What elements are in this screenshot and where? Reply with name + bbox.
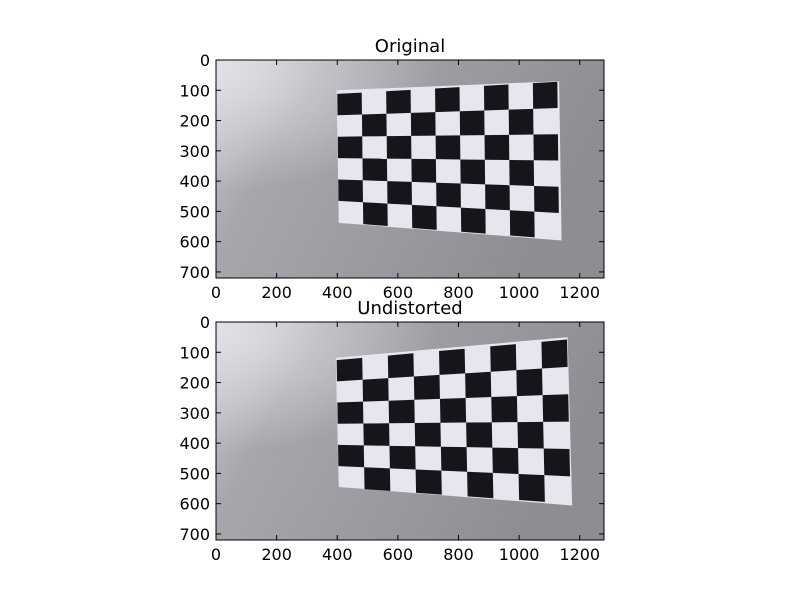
y-tick-label: 400 bbox=[179, 172, 210, 191]
checker-square bbox=[532, 81, 558, 109]
checker-square bbox=[386, 89, 411, 114]
checker-square bbox=[411, 204, 437, 230]
x-axis: 0 200 400 600 800 1000 1200 bbox=[211, 322, 600, 564]
checker-square bbox=[533, 134, 559, 161]
y-tick-label: 200 bbox=[179, 374, 210, 393]
checker-square bbox=[484, 134, 510, 160]
checker-square bbox=[439, 397, 467, 423]
checker-square bbox=[517, 421, 544, 449]
y-axis: 0 100 200 300 400 500 600 700 bbox=[179, 51, 604, 282]
y-tick-label: 700 bbox=[179, 525, 210, 544]
image-undistorted bbox=[216, 322, 604, 540]
checker-square bbox=[467, 471, 494, 499]
checker-square bbox=[388, 399, 415, 424]
y-tick-label: 300 bbox=[179, 404, 210, 423]
x-tick-label: 400 bbox=[322, 283, 353, 302]
y-tick-label: 0 bbox=[200, 313, 210, 332]
checker-square bbox=[466, 422, 493, 448]
checker-square bbox=[411, 158, 437, 183]
checker-square bbox=[435, 87, 460, 113]
x-tick-label: 1200 bbox=[559, 545, 600, 564]
checker-square bbox=[364, 467, 391, 491]
y-tick-label: 700 bbox=[179, 263, 210, 282]
axes-frame bbox=[215, 59, 605, 279]
checker-square bbox=[460, 207, 486, 234]
checker-square bbox=[386, 135, 412, 159]
x-tick-label: 400 bbox=[322, 545, 353, 564]
panel-undistorted: Undistorted 0 200 400 600 800 1000 1200 0 100 20… bbox=[179, 298, 605, 564]
y-tick-label: 0 bbox=[200, 51, 210, 70]
y-tick-label: 500 bbox=[179, 202, 210, 221]
checker-square bbox=[509, 210, 535, 238]
y-tick-label: 200 bbox=[179, 112, 210, 131]
checker-square bbox=[534, 185, 559, 214]
checker-square bbox=[410, 112, 436, 136]
y-tick-label: 600 bbox=[179, 495, 210, 514]
x-tick-label: 0 bbox=[211, 283, 221, 302]
checker-square bbox=[338, 444, 365, 468]
checker-square bbox=[491, 396, 518, 423]
y-tick-label: 300 bbox=[179, 142, 210, 161]
checker-square bbox=[483, 84, 509, 111]
checker-square bbox=[490, 344, 517, 372]
checker-square bbox=[338, 179, 363, 203]
y-tick-label: 500 bbox=[179, 464, 210, 483]
x-tick-label: 800 bbox=[443, 545, 474, 564]
checker-square bbox=[387, 353, 414, 379]
checker-square bbox=[415, 469, 442, 495]
checker-square bbox=[459, 110, 485, 136]
y-tick-label: 600 bbox=[179, 233, 210, 252]
checker-square bbox=[362, 202, 388, 227]
image-original bbox=[216, 60, 604, 278]
checker-square bbox=[509, 159, 535, 186]
checker-square bbox=[337, 136, 363, 159]
panel-title: Undistorted bbox=[357, 298, 462, 319]
x-tick-label: 1200 bbox=[559, 283, 600, 302]
panel-original: Original 0 200 400 600 800 1000 1200 0 100 200 30… bbox=[179, 36, 605, 302]
checker-square bbox=[389, 445, 416, 470]
x-tick-label: 0 bbox=[211, 545, 221, 564]
checker-square bbox=[541, 339, 568, 369]
y-tick-label: 100 bbox=[179, 343, 210, 362]
checker-square bbox=[362, 378, 389, 402]
checker-square bbox=[516, 368, 543, 397]
checker-square bbox=[439, 348, 466, 375]
checker-square bbox=[414, 422, 441, 447]
panel-title: Original bbox=[375, 36, 445, 57]
checker-square bbox=[361, 113, 387, 137]
checker-square bbox=[362, 158, 388, 182]
x-tick-label: 1000 bbox=[499, 283, 540, 302]
checker-square bbox=[363, 423, 390, 446]
checker-square bbox=[492, 447, 519, 475]
x-axis: 0 200 400 600 800 1000 1200 bbox=[211, 60, 600, 302]
checker-square bbox=[508, 108, 534, 135]
checker-square bbox=[337, 401, 364, 424]
x-tick-label: 200 bbox=[261, 545, 292, 564]
checker-square bbox=[336, 357, 363, 382]
checker-square bbox=[485, 184, 510, 211]
checker-square bbox=[337, 92, 362, 116]
y-axis: 0 100 200 300 400 500 600 700 bbox=[179, 313, 604, 544]
x-tick-label: 600 bbox=[383, 545, 414, 564]
x-tick-label: 200 bbox=[261, 283, 292, 302]
checker-square bbox=[413, 374, 440, 400]
checker-square bbox=[465, 371, 492, 398]
y-tick-label: 100 bbox=[179, 81, 210, 100]
checker-square bbox=[518, 474, 545, 502]
x-tick-label: 800 bbox=[443, 283, 474, 302]
axes-frame bbox=[215, 321, 605, 541]
checker-square bbox=[460, 159, 486, 185]
y-tick-label: 400 bbox=[179, 434, 210, 453]
checker-square bbox=[436, 182, 461, 208]
checker-square bbox=[543, 448, 571, 477]
checker-square bbox=[435, 135, 461, 160]
checker-square bbox=[387, 181, 412, 205]
x-tick-label: 600 bbox=[383, 283, 414, 302]
checker-square bbox=[542, 394, 569, 422]
x-tick-label: 1000 bbox=[499, 545, 540, 564]
checker-square bbox=[440, 446, 468, 472]
